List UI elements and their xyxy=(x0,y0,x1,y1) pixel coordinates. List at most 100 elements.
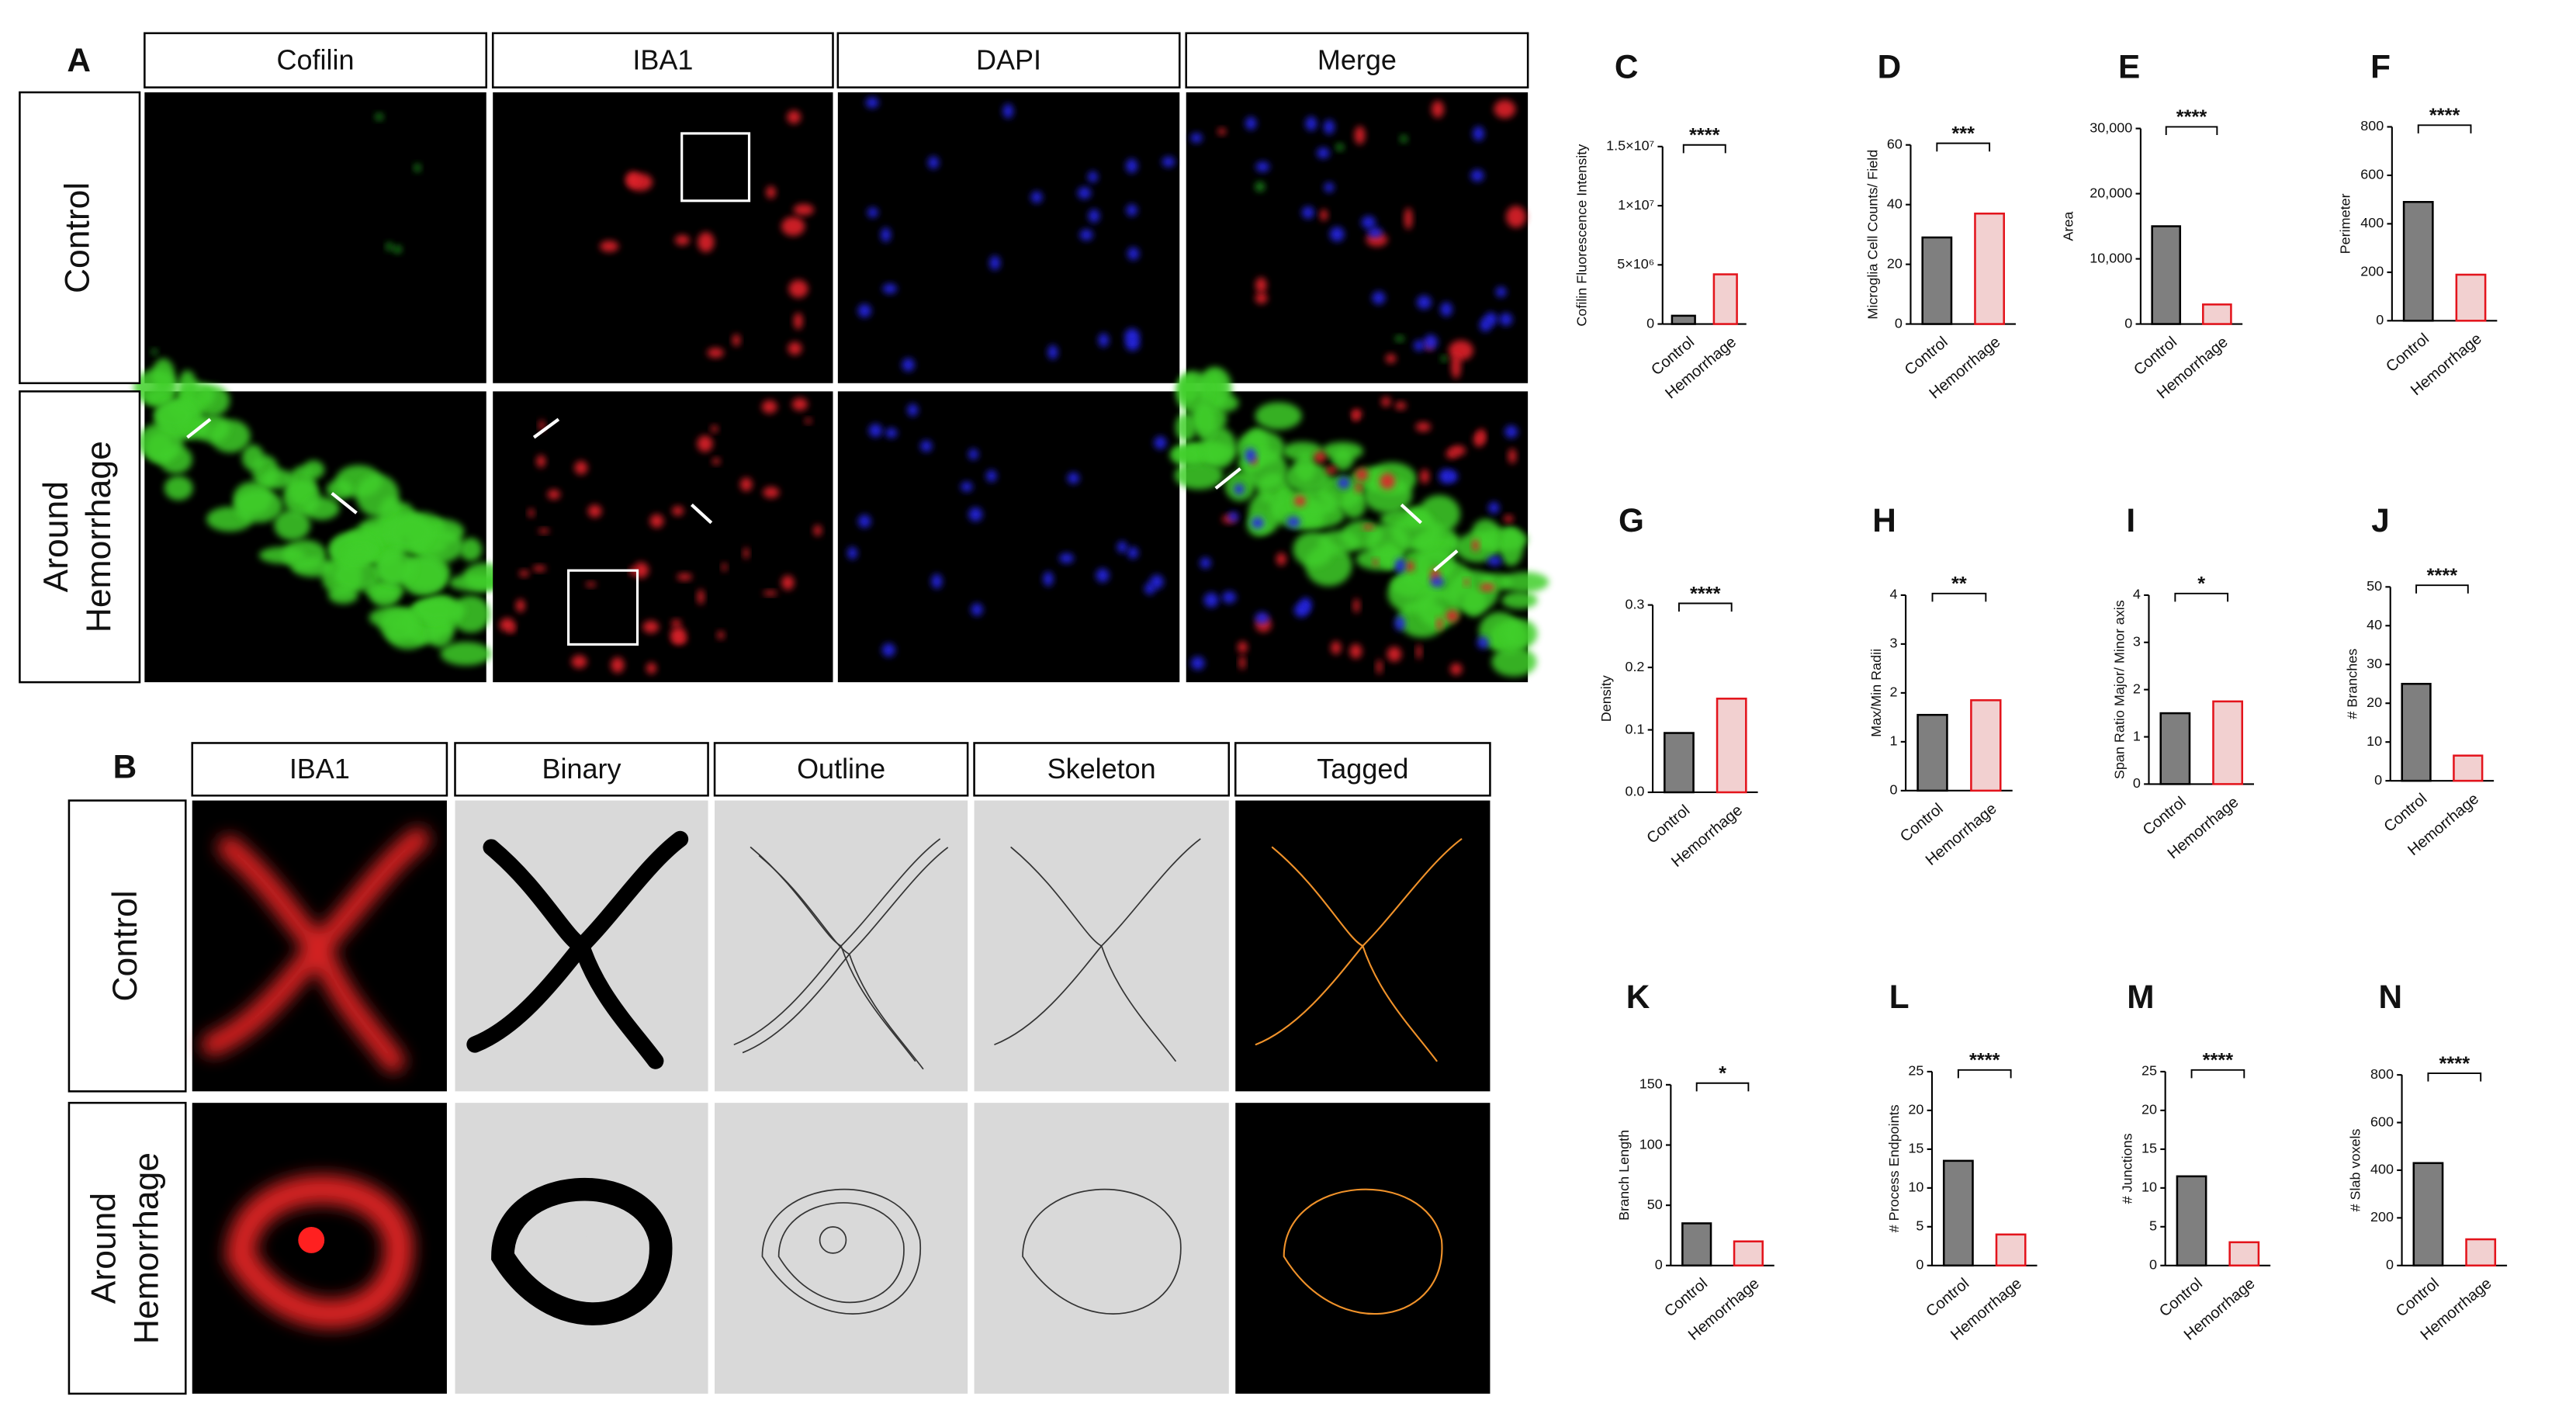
bar xyxy=(1921,236,1953,325)
cell-shape xyxy=(466,830,689,1069)
column-header-box xyxy=(144,32,488,88)
signal xyxy=(931,573,943,589)
x-tick-label: Control xyxy=(1643,802,1693,847)
signal xyxy=(907,404,919,417)
signal xyxy=(154,401,194,429)
significance-bracket xyxy=(1678,602,1733,612)
signal xyxy=(697,589,705,605)
signal xyxy=(1324,182,1335,192)
signal xyxy=(1352,411,1359,422)
y-tick-label: 20 xyxy=(2141,1102,2157,1117)
y-tick-label: 100 xyxy=(1639,1136,1663,1152)
signal xyxy=(1154,436,1167,450)
signal xyxy=(1077,187,1092,199)
signal xyxy=(1255,402,1302,430)
bar xyxy=(1681,1222,1712,1267)
bar xyxy=(1712,273,1738,325)
signal xyxy=(1416,644,1422,660)
signal xyxy=(328,587,358,605)
signal xyxy=(805,417,812,424)
signal xyxy=(1480,583,1495,591)
signal xyxy=(763,487,780,498)
signal xyxy=(1414,547,1456,583)
signal xyxy=(793,203,815,216)
signal xyxy=(1255,182,1265,192)
y-tick-label: 600 xyxy=(2360,167,2384,182)
x-tick-label: Control xyxy=(2156,1275,2206,1321)
y-axis-label: Density xyxy=(1598,675,1614,722)
signal xyxy=(1501,571,1549,593)
significance-bracket xyxy=(2415,584,2469,594)
signal xyxy=(787,110,802,124)
column-header-box xyxy=(191,742,448,797)
y-tick-label: 20 xyxy=(1908,1102,1923,1117)
signal xyxy=(1124,328,1140,344)
panel-letter: E xyxy=(2118,49,2140,85)
micrograph-signal xyxy=(847,404,1167,657)
panel-letter: L xyxy=(1889,979,1909,1015)
signal xyxy=(698,232,715,253)
signal xyxy=(1117,541,1127,553)
signal xyxy=(1495,286,1507,297)
y-tick-label: 0.1 xyxy=(1625,721,1644,736)
y-tick-label: 600 xyxy=(2370,1114,2394,1129)
signal xyxy=(1255,161,1270,172)
signal xyxy=(413,598,466,623)
micrograph-signal xyxy=(151,113,421,355)
signal xyxy=(1473,431,1484,447)
signal xyxy=(137,423,184,462)
significance-bracket xyxy=(1931,592,1987,602)
signal xyxy=(1293,603,1309,618)
signal xyxy=(867,207,878,218)
micrograph-signal xyxy=(499,397,822,674)
micrograph xyxy=(493,391,833,683)
signal xyxy=(1317,147,1330,159)
signal xyxy=(1245,116,1257,130)
signal xyxy=(375,113,384,121)
cell-shape xyxy=(994,838,1201,1062)
signal xyxy=(1203,592,1219,608)
signal xyxy=(499,618,515,632)
signal xyxy=(788,341,802,355)
signal xyxy=(763,591,777,596)
signal xyxy=(536,455,546,468)
signal xyxy=(1430,577,1444,587)
signal xyxy=(857,303,871,318)
x-tick-label: Control xyxy=(1923,1275,1972,1321)
signal xyxy=(1363,477,1412,514)
signal xyxy=(326,480,353,500)
signal xyxy=(1355,468,1368,481)
y-tick-label: 5 xyxy=(1916,1218,1923,1234)
signal xyxy=(1169,444,1203,466)
signal xyxy=(1245,448,1256,463)
signal xyxy=(1331,641,1342,655)
significance-label: **** xyxy=(2203,1050,2234,1072)
significance-label: *** xyxy=(1951,123,1975,144)
cell-shape xyxy=(1255,838,1463,1062)
signal xyxy=(1286,516,1300,528)
y-tick-label: 0 xyxy=(2124,315,2132,331)
signal xyxy=(1436,617,1443,631)
signal xyxy=(781,217,805,236)
signal xyxy=(538,420,545,431)
signal xyxy=(928,156,940,169)
significance-bracket xyxy=(1682,144,1726,154)
signal xyxy=(971,603,983,616)
signal xyxy=(1362,525,1374,530)
x-tick-label: Control xyxy=(2381,790,2431,836)
y-tick-label: 0 xyxy=(2133,775,2141,791)
inset-box xyxy=(567,569,639,646)
significance-bracket xyxy=(1957,1069,2012,1079)
column-header-box xyxy=(454,742,709,797)
y-axis-label: # Slab voxels xyxy=(2347,1128,2363,1211)
signal xyxy=(793,313,803,330)
arrow xyxy=(1433,549,1459,572)
signal xyxy=(781,575,795,591)
y-tick-label: 25 xyxy=(2141,1063,2157,1079)
signal xyxy=(1353,598,1360,613)
cell-core xyxy=(560,1227,587,1253)
row-label: Control xyxy=(106,890,144,1001)
signal xyxy=(1356,548,1404,570)
signal xyxy=(274,509,311,541)
signal xyxy=(1255,293,1268,304)
